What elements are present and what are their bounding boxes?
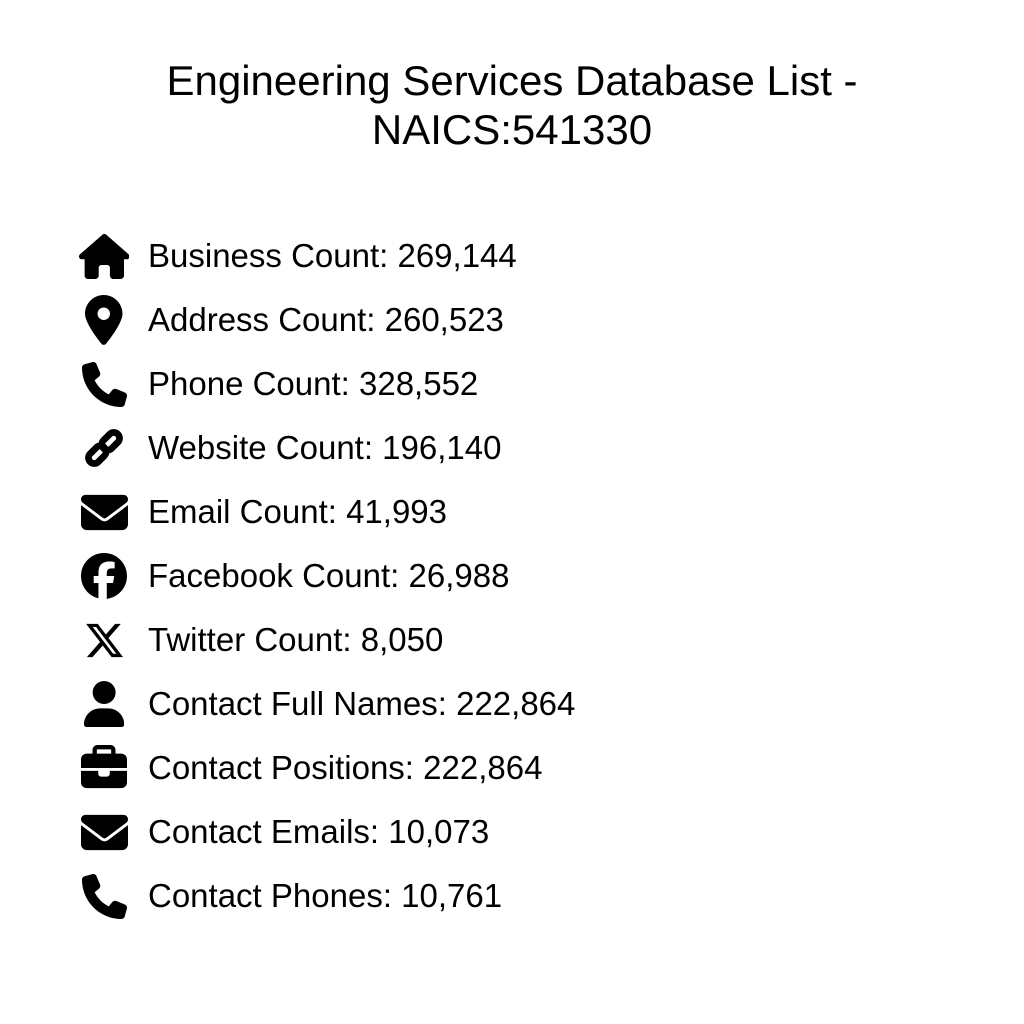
user-icon bbox=[78, 678, 130, 730]
stat-text: Contact Emails: 10,073 bbox=[148, 813, 490, 851]
stat-row: Business Count: 269,144 bbox=[0, 224, 1024, 288]
stat-text: Contact Full Names: 222,864 bbox=[148, 685, 576, 723]
stat-row: Twitter Count: 8,050 bbox=[0, 608, 1024, 672]
stat-text: Facebook Count: 26,988 bbox=[148, 557, 510, 595]
stat-text: Business Count: 269,144 bbox=[148, 237, 517, 275]
stat-row: Contact Emails: 10,073 bbox=[0, 800, 1024, 864]
stat-text: Address Count: 260,523 bbox=[148, 301, 504, 339]
stat-row: Email Count: 41,993 bbox=[0, 480, 1024, 544]
stat-text: Email Count: 41,993 bbox=[148, 493, 448, 531]
page-title: Engineering Services Database List - NAI… bbox=[0, 0, 1024, 154]
page-title-line1: Engineering Services Database List - bbox=[166, 57, 858, 104]
stat-row: Address Count: 260,523 bbox=[0, 288, 1024, 352]
stat-row: Facebook Count: 26,988 bbox=[0, 544, 1024, 608]
briefcase-icon bbox=[78, 742, 130, 794]
stat-text: Contact Phones: 10,761 bbox=[148, 877, 503, 915]
home-icon bbox=[78, 230, 130, 282]
stat-row: Website Count: 196,140 bbox=[0, 416, 1024, 480]
stats-list: Business Count: 269,144 Address Count: 2… bbox=[0, 224, 1024, 928]
facebook-icon bbox=[78, 550, 130, 602]
phone-icon bbox=[78, 870, 130, 922]
stat-row: Phone Count: 328,552 bbox=[0, 352, 1024, 416]
x-twitter-icon bbox=[78, 614, 130, 666]
stat-text: Twitter Count: 8,050 bbox=[148, 621, 444, 659]
stat-text: Contact Positions: 222,864 bbox=[148, 749, 543, 787]
stat-text: Phone Count: 328,552 bbox=[148, 365, 479, 403]
stat-row: Contact Phones: 10,761 bbox=[0, 864, 1024, 928]
page-title-line2: NAICS:541330 bbox=[371, 105, 653, 153]
stat-text: Website Count: 196,140 bbox=[148, 429, 502, 467]
link-icon bbox=[78, 422, 130, 474]
envelope-icon bbox=[78, 486, 130, 538]
location-pin-icon bbox=[78, 294, 130, 346]
stat-row: Contact Positions: 222,864 bbox=[0, 736, 1024, 800]
envelope-icon bbox=[78, 806, 130, 858]
stat-row: Contact Full Names: 222,864 bbox=[0, 672, 1024, 736]
phone-icon bbox=[78, 358, 130, 410]
